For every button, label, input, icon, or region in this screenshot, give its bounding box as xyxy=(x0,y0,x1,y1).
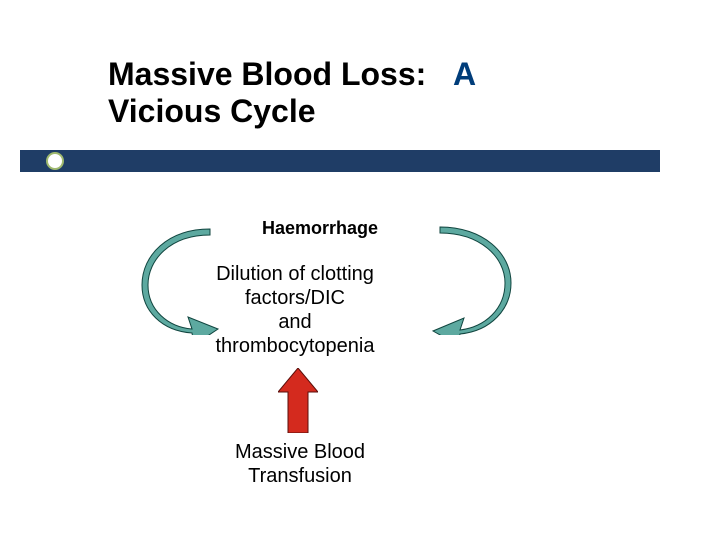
label-haemorrhage: Haemorrhage xyxy=(230,218,410,240)
up-arrow-icon xyxy=(278,368,318,433)
label-transfusion-l1: Massive Blood xyxy=(235,441,365,463)
cycle-arrow-right-path xyxy=(433,227,511,335)
cycle-arrow-right-icon xyxy=(405,225,515,335)
title-text: Massive Blood Loss: A Vicious Cycle xyxy=(108,56,608,130)
label-transfusion-l2: Transfusion xyxy=(248,465,352,487)
slide: Massive Blood Loss: A Vicious Cycle Haem… xyxy=(0,0,720,540)
label-dilution-l2: factors/DIC xyxy=(245,287,345,309)
bullet-dot-icon xyxy=(46,152,64,170)
slide-title: Massive Blood Loss: A Vicious Cycle xyxy=(108,56,608,130)
label-dilution-l4: thrombocytopenia xyxy=(216,335,375,357)
title-accent: A xyxy=(453,56,476,92)
title-underline-bar xyxy=(20,150,660,172)
label-dilution: Dilution of clotting factors/DIC and thr… xyxy=(180,262,410,358)
label-dilution-l3: and xyxy=(278,311,311,333)
up-arrow-path xyxy=(278,368,318,433)
title-part-2: Vicious Cycle xyxy=(108,93,316,129)
title-part-1: Massive Blood Loss: xyxy=(108,56,426,92)
label-transfusion: Massive Blood Transfusion xyxy=(210,440,390,488)
label-dilution-l1: Dilution of clotting xyxy=(216,263,374,285)
underline-rect xyxy=(20,150,660,172)
